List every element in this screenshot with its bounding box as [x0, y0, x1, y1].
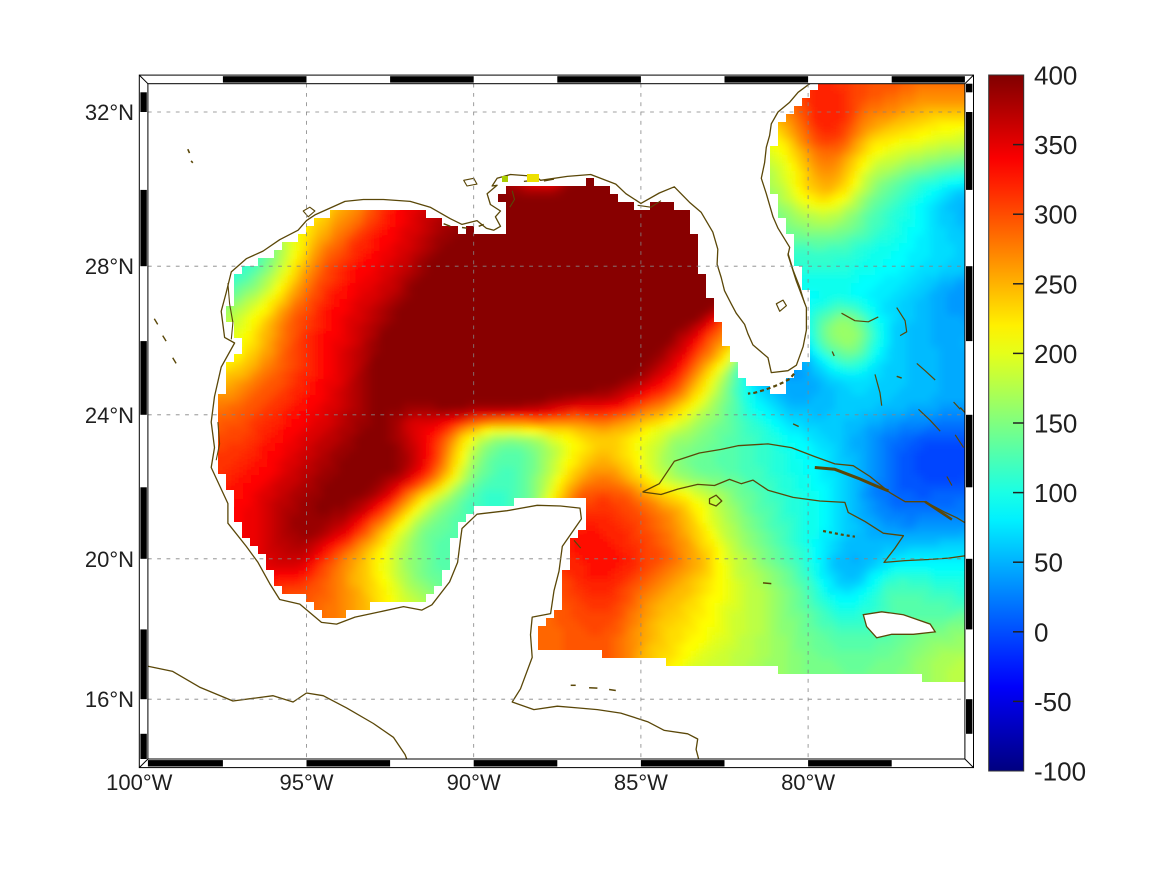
svg-text:100: 100: [1034, 478, 1077, 508]
svg-text:400: 400: [1034, 61, 1077, 91]
svg-text:24°N: 24°N: [85, 403, 134, 428]
svg-text:-100: -100: [1034, 757, 1086, 787]
svg-text:250: 250: [1034, 269, 1077, 299]
svg-text:80°W: 80°W: [781, 770, 835, 795]
svg-text:28°N: 28°N: [85, 254, 134, 279]
svg-text:20°N: 20°N: [85, 547, 134, 572]
svg-text:150: 150: [1034, 409, 1077, 439]
svg-text:32°N: 32°N: [85, 100, 134, 125]
svg-text:85°W: 85°W: [614, 770, 668, 795]
svg-text:-50: -50: [1034, 687, 1072, 717]
svg-text:200: 200: [1034, 339, 1077, 369]
svg-text:90°W: 90°W: [447, 770, 501, 795]
svg-text:50: 50: [1034, 548, 1063, 578]
svg-text:0: 0: [1034, 617, 1048, 647]
svg-text:16°N: 16°N: [85, 687, 134, 712]
svg-text:100°W: 100°W: [106, 770, 173, 795]
svg-text:95°W: 95°W: [279, 770, 333, 795]
svg-text:350: 350: [1034, 130, 1077, 160]
svg-text:300: 300: [1034, 200, 1077, 230]
